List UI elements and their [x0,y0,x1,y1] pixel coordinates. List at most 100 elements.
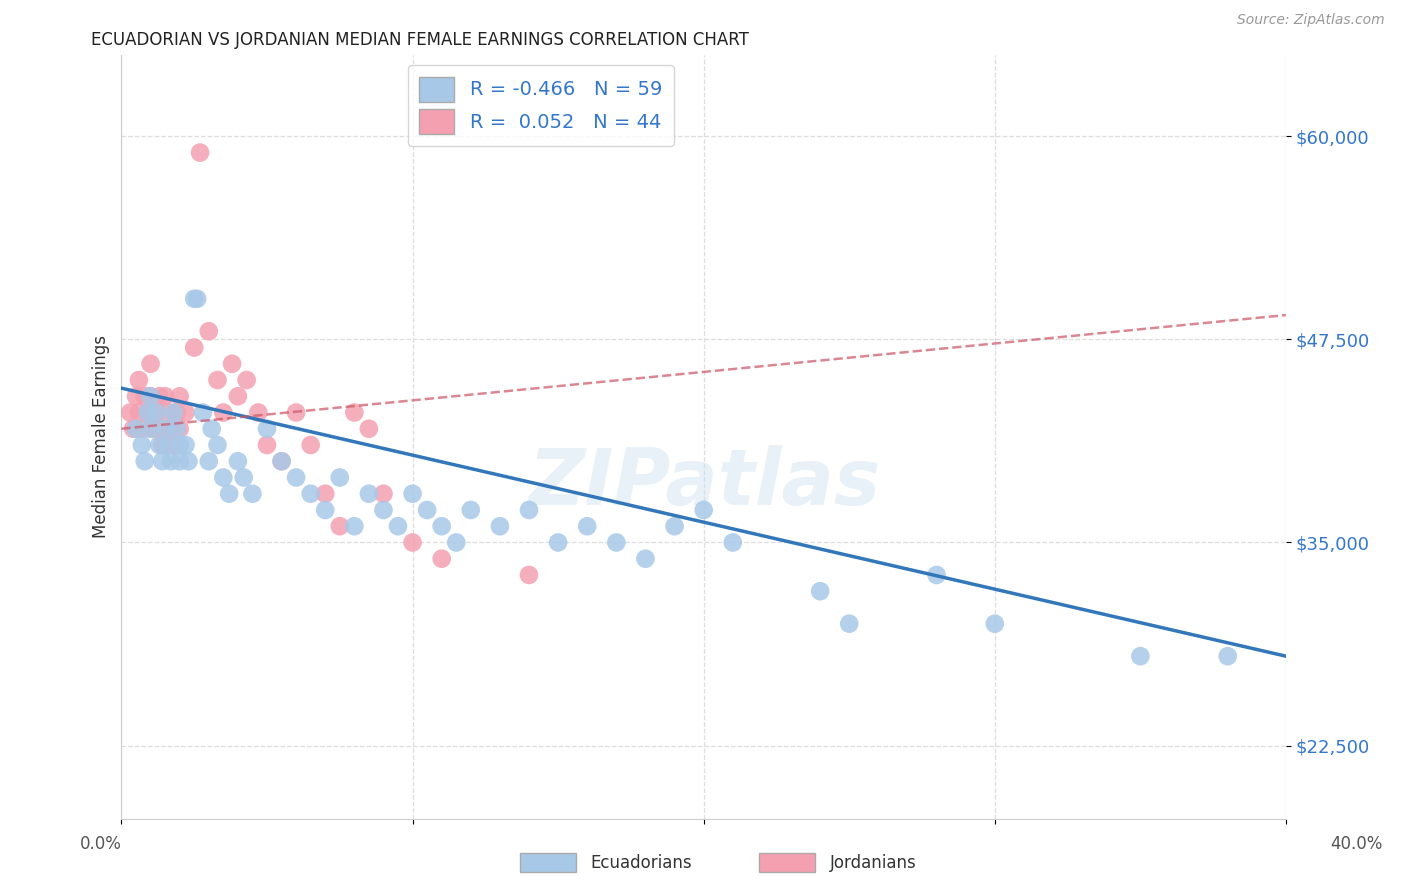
Point [142,422,165,436]
Point [226,389,249,403]
Point [547,535,569,549]
Point [169,422,191,436]
Point [721,535,744,549]
Point [808,584,831,599]
Point [207,373,229,387]
Point [329,470,352,484]
Point [664,519,686,533]
Point [166,422,188,436]
Point [136,405,159,419]
Point [166,405,188,419]
Point [163,438,186,452]
Y-axis label: Median Female Earnings: Median Female Earnings [93,335,110,539]
Point [177,454,200,468]
Point [343,519,366,533]
Point [357,487,380,501]
Point [247,405,270,419]
Point [605,535,627,549]
Point [169,438,191,452]
Point [148,389,170,403]
Point [285,405,308,419]
Point [197,454,219,468]
Point [1216,649,1239,664]
Point [226,454,249,468]
Text: 40.0%: 40.0% [1330,835,1384,853]
Point [197,324,219,338]
Point [489,519,512,533]
Point [183,292,205,306]
Point [160,422,183,436]
Text: Source: ZipAtlas.com: Source: ZipAtlas.com [1237,13,1385,28]
Point [150,454,173,468]
Point [139,422,162,436]
Text: 0.0%: 0.0% [80,835,122,853]
Text: ZIPatlas: ZIPatlas [527,445,880,521]
Point [692,503,714,517]
Text: Jordanians: Jordanians [830,854,917,871]
Point [314,503,336,517]
Point [153,422,176,436]
Point [517,568,540,582]
Point [201,422,224,436]
Point [299,438,322,452]
Point [373,503,395,517]
Point [270,454,292,468]
Text: ECUADORIAN VS JORDANIAN MEDIAN FEMALE EARNINGS CORRELATION CHART: ECUADORIAN VS JORDANIAN MEDIAN FEMALE EA… [91,31,749,49]
Point [235,373,257,387]
Point [221,357,243,371]
Point [576,519,599,533]
Point [145,405,167,419]
Point [148,438,170,452]
Point [634,551,657,566]
Point [153,389,176,403]
Point [134,389,156,403]
Text: Ecuadorians: Ecuadorians [591,854,692,871]
Point [838,616,860,631]
Point [430,519,453,533]
Point [169,454,191,468]
Point [131,422,153,436]
Point [299,487,322,501]
Point [183,341,205,355]
Point [191,405,214,419]
Point [416,503,439,517]
Point [186,292,208,306]
Point [157,405,180,419]
Point [401,487,423,501]
Legend: R = -0.466   N = 59, R =  0.052   N = 44: R = -0.466 N = 59, R = 0.052 N = 44 [408,65,673,146]
Point [150,438,173,452]
Point [1129,649,1152,664]
Point [128,405,150,419]
Point [218,487,240,501]
Point [343,405,366,419]
Point [134,454,156,468]
Point [139,357,162,371]
Point [157,438,180,452]
Point [131,438,153,452]
Point [925,568,948,582]
Point [148,422,170,436]
Point [128,373,150,387]
Point [125,422,148,436]
Point [357,422,380,436]
Point [270,454,292,468]
Point [120,405,142,419]
Point [984,616,1007,631]
Point [460,503,482,517]
Point [188,145,211,160]
Point [163,405,186,419]
Point [232,470,254,484]
Point [373,487,395,501]
Point [256,438,278,452]
Point [169,389,191,403]
Point [256,422,278,436]
Point [430,551,453,566]
Point [212,405,235,419]
Point [242,487,264,501]
Point [212,470,235,484]
Point [174,438,197,452]
Point [145,405,167,419]
Point [401,535,423,549]
Point [517,503,540,517]
Point [444,535,467,549]
